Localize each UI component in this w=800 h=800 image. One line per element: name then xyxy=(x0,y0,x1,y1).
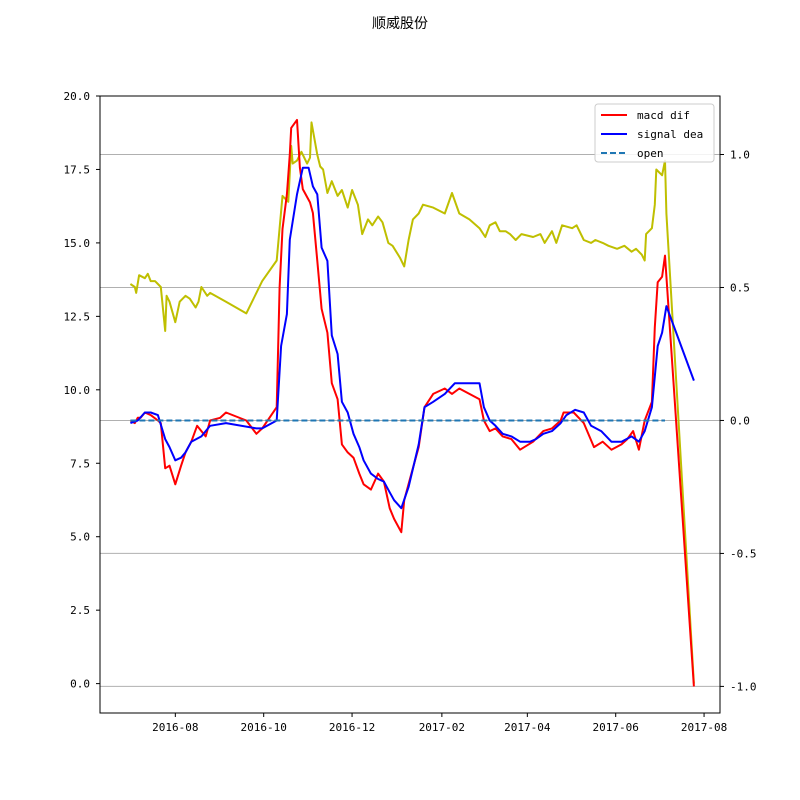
price-line xyxy=(129,121,695,684)
legend-label: macd dif xyxy=(637,109,690,122)
left-y-axis: 0.0 2.5 5.0 7.5 10.0 12.5 15.0 17.5 20.0 xyxy=(64,90,100,691)
left-tick-label: 2.5 xyxy=(70,604,90,617)
chart-title: 顺威股份 xyxy=(372,16,428,32)
x-axis: 2016-08 2016-10 2016-12 2017-02 2017-04 2017-… xyxy=(152,713,727,734)
left-tick-label: 12.5 xyxy=(64,310,91,323)
left-tick-label: 5.0 xyxy=(70,531,90,544)
x-tick-label: 2016-12 xyxy=(329,721,375,734)
right-tick-label: -1.0 xyxy=(730,680,757,693)
signal-dea-line xyxy=(130,166,695,510)
left-tick-label: 7.5 xyxy=(70,457,90,470)
macd-dif-line xyxy=(129,118,695,687)
legend: macd dif signal dea open xyxy=(594,103,715,163)
x-tick-label: 2017-06 xyxy=(593,721,639,734)
left-tick-label: 15.0 xyxy=(64,237,91,250)
right-tick-label: -0.5 xyxy=(730,547,757,560)
x-tick-label: 2017-02 xyxy=(419,721,465,734)
legend-label: open xyxy=(637,147,664,160)
x-tick-label: 2017-04 xyxy=(504,721,551,734)
right-tick-label: 1.0 xyxy=(730,149,750,162)
x-tick-label: 2016-08 xyxy=(152,721,198,734)
legend-label: signal dea xyxy=(637,128,703,141)
plot-series xyxy=(129,118,695,687)
legend-box xyxy=(594,103,715,163)
x-tick-label: 2017-08 xyxy=(681,721,727,734)
left-tick-label: 10.0 xyxy=(64,384,91,397)
right-y-axis: -1.0 -0.5 0.0 0.5 1.0 xyxy=(720,149,757,693)
right-tick-label: 0.5 xyxy=(730,281,750,294)
right-tick-label: 0.0 xyxy=(730,414,750,427)
left-tick-label: 17.5 xyxy=(64,163,91,176)
plot-frame xyxy=(99,95,721,714)
left-tick-label: 20.0 xyxy=(64,90,91,103)
left-tick-label: 0.0 xyxy=(70,678,90,691)
x-tick-label: 2016-10 xyxy=(241,721,287,734)
